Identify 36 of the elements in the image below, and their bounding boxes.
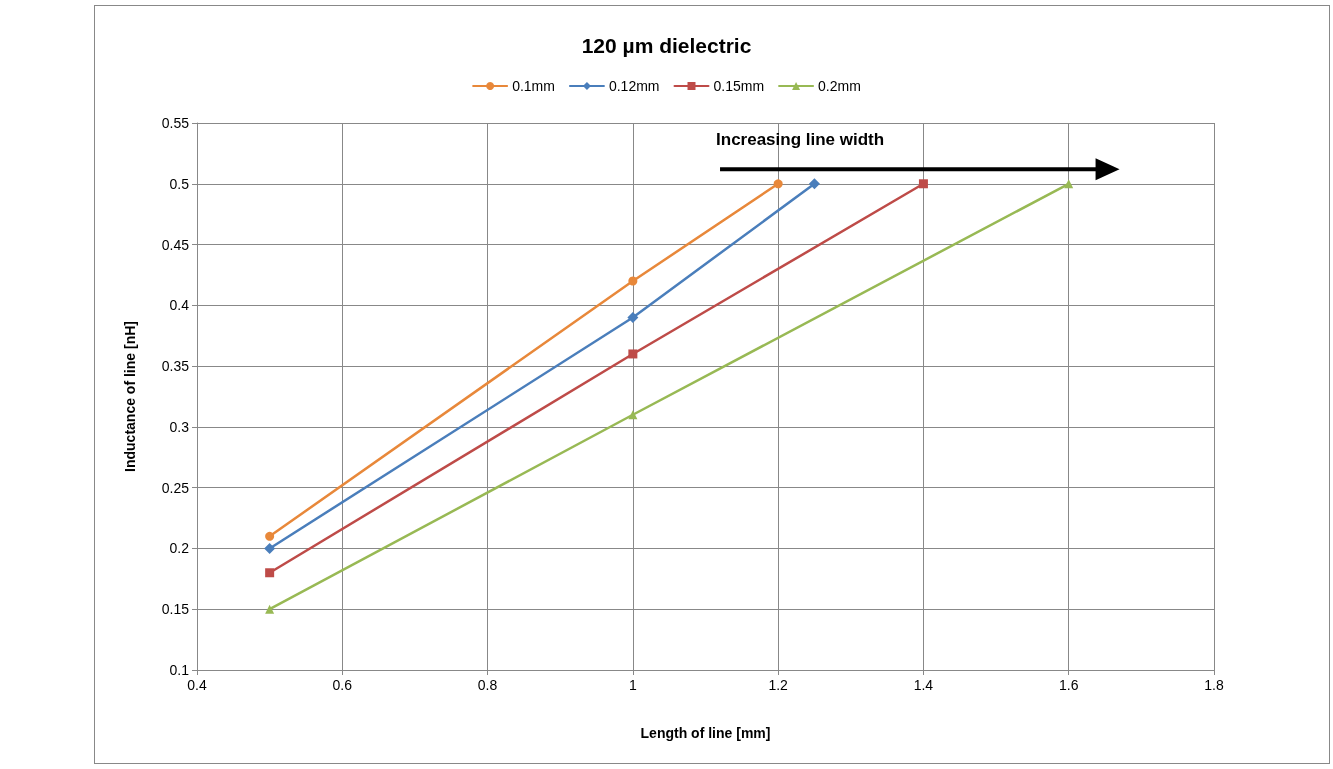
legend-label: 0.15mm — [713, 78, 765, 94]
x-tick-label: 0.8 — [477, 677, 498, 693]
y-tick-label: 0.2 — [169, 540, 190, 557]
point — [773, 179, 783, 189]
y-tick-label: 0.45 — [161, 236, 190, 253]
x-tick-label: 0.4 — [187, 677, 207, 693]
point — [918, 179, 928, 189]
y-tick-label: 0.35 — [161, 358, 190, 375]
x-axis-title: Length of line [mm] — [640, 725, 771, 741]
y-tick-label: 0.15 — [161, 601, 190, 618]
y-tick-label: 0.25 — [161, 479, 190, 496]
y-tick-label: 0.3 — [169, 418, 190, 435]
x-tick-label: 1.4 — [913, 677, 934, 693]
y-tick-label: 0.1 — [169, 662, 190, 678]
point — [264, 542, 276, 554]
x-tick-label: 1.8 — [1204, 677, 1224, 693]
x-tick-label: 1.2 — [768, 677, 789, 693]
x-tick-label: 1 — [628, 677, 637, 693]
y-axis-title: Inductance of line [nH] — [122, 321, 138, 472]
y-tick-label: 0.55 — [161, 115, 190, 131]
legend-label: 0.1mm — [512, 78, 555, 94]
point — [628, 349, 638, 359]
point — [808, 178, 820, 190]
x-tick-label: 1.6 — [1058, 677, 1079, 693]
y-tick-label: 0.4 — [169, 297, 190, 314]
legend-label: 0.2mm — [818, 78, 861, 94]
legend-label: 0.12mm — [608, 78, 660, 94]
point — [627, 311, 639, 323]
point — [265, 604, 275, 614]
chart-title: 120 µm dielectric — [581, 34, 752, 57]
y-tick-label: 0.5 — [169, 175, 190, 192]
point — [265, 568, 275, 578]
point — [628, 276, 638, 286]
x-tick-label: 0.6 — [332, 677, 353, 693]
point — [265, 531, 275, 541]
annotation: Increasing line width — [716, 130, 885, 150]
